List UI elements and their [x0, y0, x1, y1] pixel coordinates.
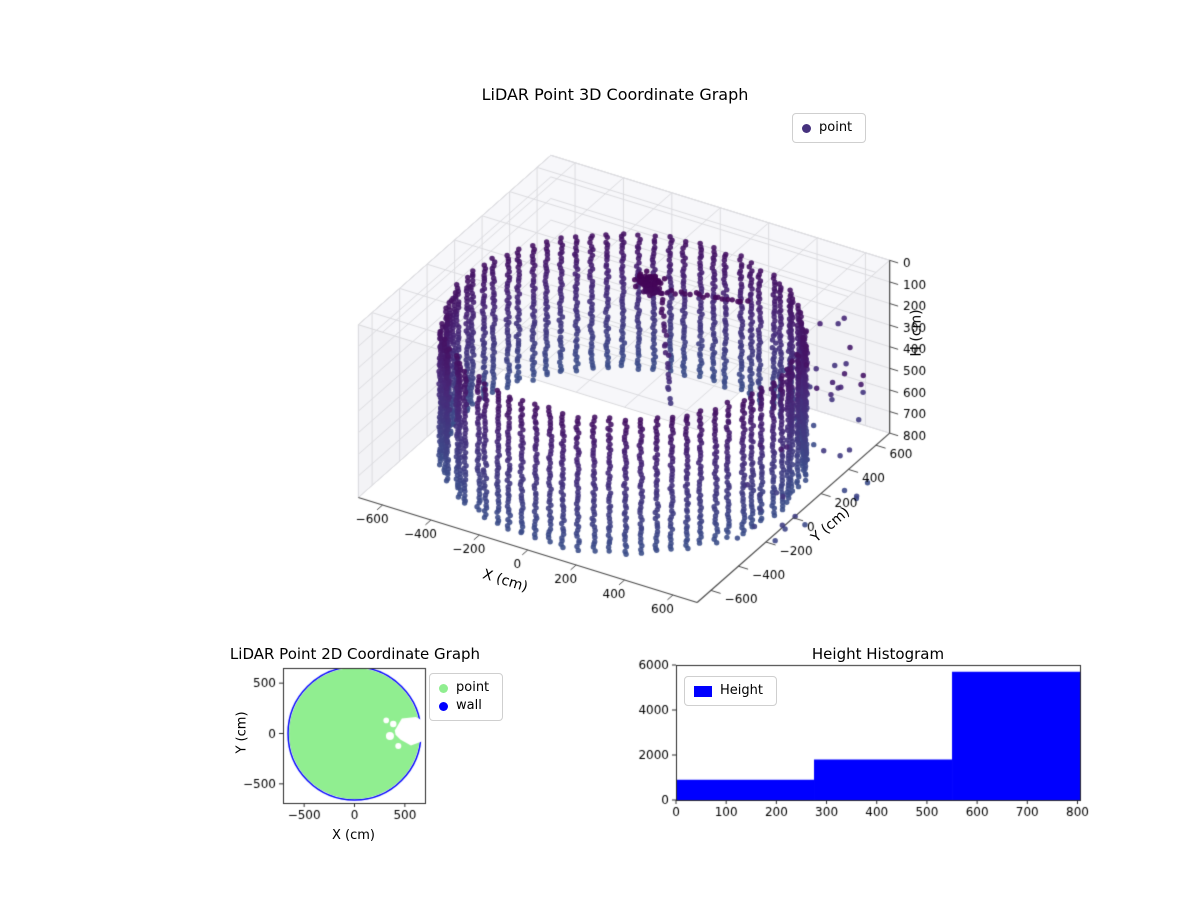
chart3d-zlabel: H (cm) [908, 309, 925, 357]
legend-label-point: point [819, 120, 853, 135]
legend-row-point: point [439, 679, 489, 697]
legend-row-height: Height [694, 682, 763, 700]
point-marker-icon [802, 123, 811, 133]
legend-row-wall: wall [439, 697, 489, 715]
legend-label-point: point [456, 680, 490, 695]
histogram-legend: Height [684, 676, 777, 706]
chart3d-legend: point [792, 113, 867, 143]
histogram-title: Height Histogram [811, 645, 945, 663]
chart2d-title: LiDAR Point 2D Coordinate Graph [229, 645, 481, 663]
legend-label-wall: wall [456, 698, 482, 713]
wall-marker-icon [439, 701, 448, 711]
height-swatch-icon [694, 685, 712, 697]
chart3d-title: LiDAR Point 3D Coordinate Graph [481, 85, 749, 104]
chart2d-xlabel: X (cm) [332, 828, 375, 843]
point-marker-icon [439, 683, 448, 693]
chart2d-ylabel: Y (cm) [234, 711, 250, 754]
chart2d-legend: point wall [429, 673, 504, 721]
legend-label-height: Height [720, 683, 763, 698]
legend-row-point: point [802, 119, 852, 137]
